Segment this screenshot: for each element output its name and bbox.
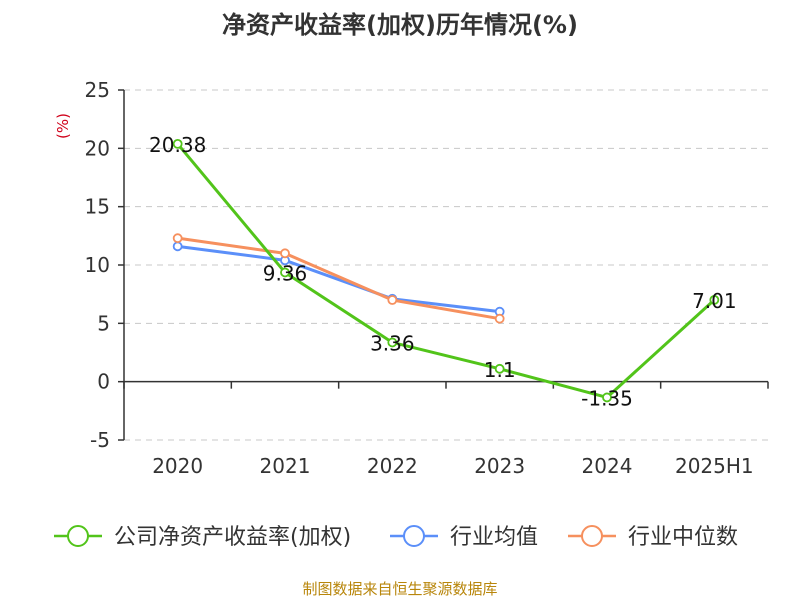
y-axis-label: (%) (54, 113, 72, 139)
data-point (387, 295, 398, 305)
y-tick-label: 0 (97, 370, 110, 394)
legend: 公司净资产收益率(加权) 行业均值 行业中位数 (54, 525, 738, 550)
legend-marker (403, 525, 425, 547)
y-tick-label: 15 (85, 195, 110, 219)
legend-label: 公司净资产收益率(加权) (114, 525, 351, 550)
data-point (280, 248, 290, 259)
grid-lines (124, 89, 768, 441)
y-tick-label: 20 (85, 136, 110, 160)
data-labels: 20.38 9.36 3.36 1.1 -1.35 7.01 (149, 133, 737, 411)
legend-marker (581, 525, 603, 547)
legend-item[interactable]: 行业中位数 (568, 525, 738, 550)
series-2 (172, 233, 505, 324)
source-note: 制图数据来自恒生聚源数据库 (302, 580, 497, 598)
series-line (176, 142, 716, 399)
data-label: -1.35 (581, 386, 633, 410)
data-point (494, 363, 505, 374)
y-tick-label: 25 (85, 78, 110, 102)
legend-label: 行业均值 (450, 525, 538, 550)
legend-label: 行业中位数 (628, 525, 738, 550)
data-label: 9.36 (263, 261, 308, 285)
data-point (172, 233, 183, 244)
data-point (172, 241, 183, 252)
series-line (177, 236, 500, 321)
series-0 (172, 138, 720, 403)
x-tick-label: 2024 (582, 454, 633, 478)
data-point (602, 392, 612, 403)
x-tick-label: 2022 (367, 454, 418, 478)
legend-marker (67, 525, 89, 547)
data-point (280, 267, 290, 278)
y-tick-labels: 25 20 15 10 5 0 -5 (85, 78, 110, 452)
legend-item[interactable]: 行业均值 (390, 525, 538, 550)
data-label: 7.01 (692, 289, 737, 313)
data-point (709, 294, 720, 305)
y-tick-label: 5 (97, 311, 110, 335)
series-line (177, 244, 500, 314)
x-tick-label: 2025H1 (675, 454, 754, 478)
series-group (172, 138, 720, 403)
y-tick-label: -5 (90, 428, 110, 452)
data-point (172, 138, 183, 149)
series-1 (172, 241, 505, 317)
axes (118, 89, 769, 441)
data-point (387, 337, 398, 348)
data-label: 1.1 (484, 358, 516, 382)
x-tick-label: 2023 (474, 454, 525, 478)
data-point (494, 313, 505, 324)
data-label: 20.38 (149, 133, 206, 157)
x-tick-label: 2020 (152, 454, 203, 478)
y-tick-label: 10 (85, 253, 110, 277)
chart-title: 净资产收益率(加权)历年情况(%) (222, 11, 578, 39)
x-tick-label: 2021 (260, 454, 311, 478)
data-label: 3.36 (370, 331, 415, 355)
legend-item[interactable]: 公司净资产收益率(加权) (54, 525, 351, 550)
x-tick-labels: 2020 2021 2022 2023 2024 2025H1 (152, 454, 753, 478)
